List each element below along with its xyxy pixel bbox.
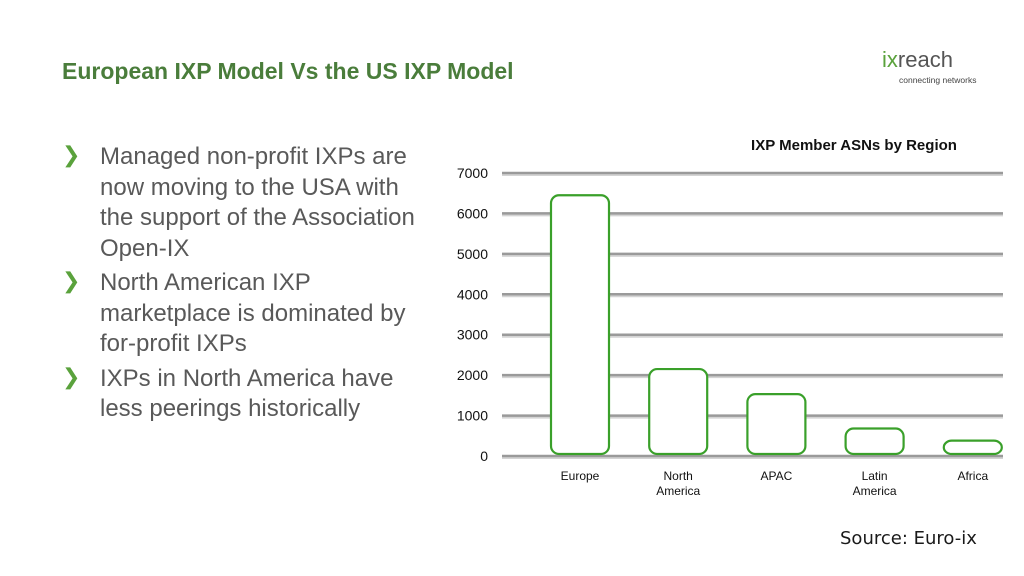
- bullet-item: ❯ IXPs in North America have less peerin…: [62, 364, 422, 425]
- bar: [549, 194, 611, 456]
- x-tick-label: Europe: [561, 469, 600, 483]
- y-tick-label: 2000: [457, 367, 488, 383]
- ixp-member-asn-chart: IXP Member ASNs by Region 0 1000 2000 3000 40…: [457, 137, 1003, 498]
- bullet-list: ❯ Managed non-profit IXPs are now moving…: [62, 142, 422, 429]
- source-note: Source: Euro-ix: [840, 528, 977, 549]
- x-tick-label: America: [656, 484, 700, 498]
- y-tick-label: 4000: [457, 286, 488, 302]
- x-tick-label: Latin: [862, 469, 888, 483]
- y-tick-label: 0: [480, 448, 488, 464]
- x-tick-label: North: [664, 469, 693, 483]
- bullet-text: Managed non-profit IXPs are now moving t…: [100, 143, 415, 262]
- chart-title: IXP Member ASNs by Region: [751, 137, 957, 154]
- slide-title: European IXP Model Vs the US IXP Model: [62, 58, 514, 84]
- bar: [746, 393, 807, 456]
- y-tick-label: 6000: [457, 205, 488, 221]
- bullet-item: ❯ Managed non-profit IXPs are now moving…: [62, 142, 422, 264]
- chevron-right-icon: ❯: [62, 143, 81, 168]
- x-tick-label: Africa: [957, 469, 988, 483]
- bar: [844, 427, 905, 456]
- logo-word-prefix: ix: [882, 47, 898, 72]
- bullet-text: IXPs in North America have less peerings…: [100, 364, 394, 423]
- y-tick-label: 3000: [457, 327, 488, 343]
- y-tick-label: 1000: [457, 408, 488, 424]
- bar: [942, 439, 1003, 456]
- x-tick-label: APAC: [761, 469, 793, 483]
- bullet-item: ❯ North American IXP marketplace is domi…: [62, 268, 422, 360]
- bullet-text: North American IXP marketplace is domina…: [100, 269, 406, 357]
- x-tick-label: America: [853, 484, 897, 498]
- bar: [648, 367, 709, 456]
- y-tick-label: 5000: [457, 246, 488, 262]
- logo-tagline: connecting networks: [899, 75, 977, 85]
- chevron-right-icon: ❯: [62, 269, 81, 294]
- logo-wordmark: ixreach: [882, 48, 953, 72]
- logo-word-suffix: reach: [897, 47, 953, 72]
- ixreach-logo: ixreach connecting networks: [882, 48, 982, 92]
- y-tick-label: 7000: [457, 165, 488, 181]
- chevron-right-icon: ❯: [62, 364, 81, 390]
